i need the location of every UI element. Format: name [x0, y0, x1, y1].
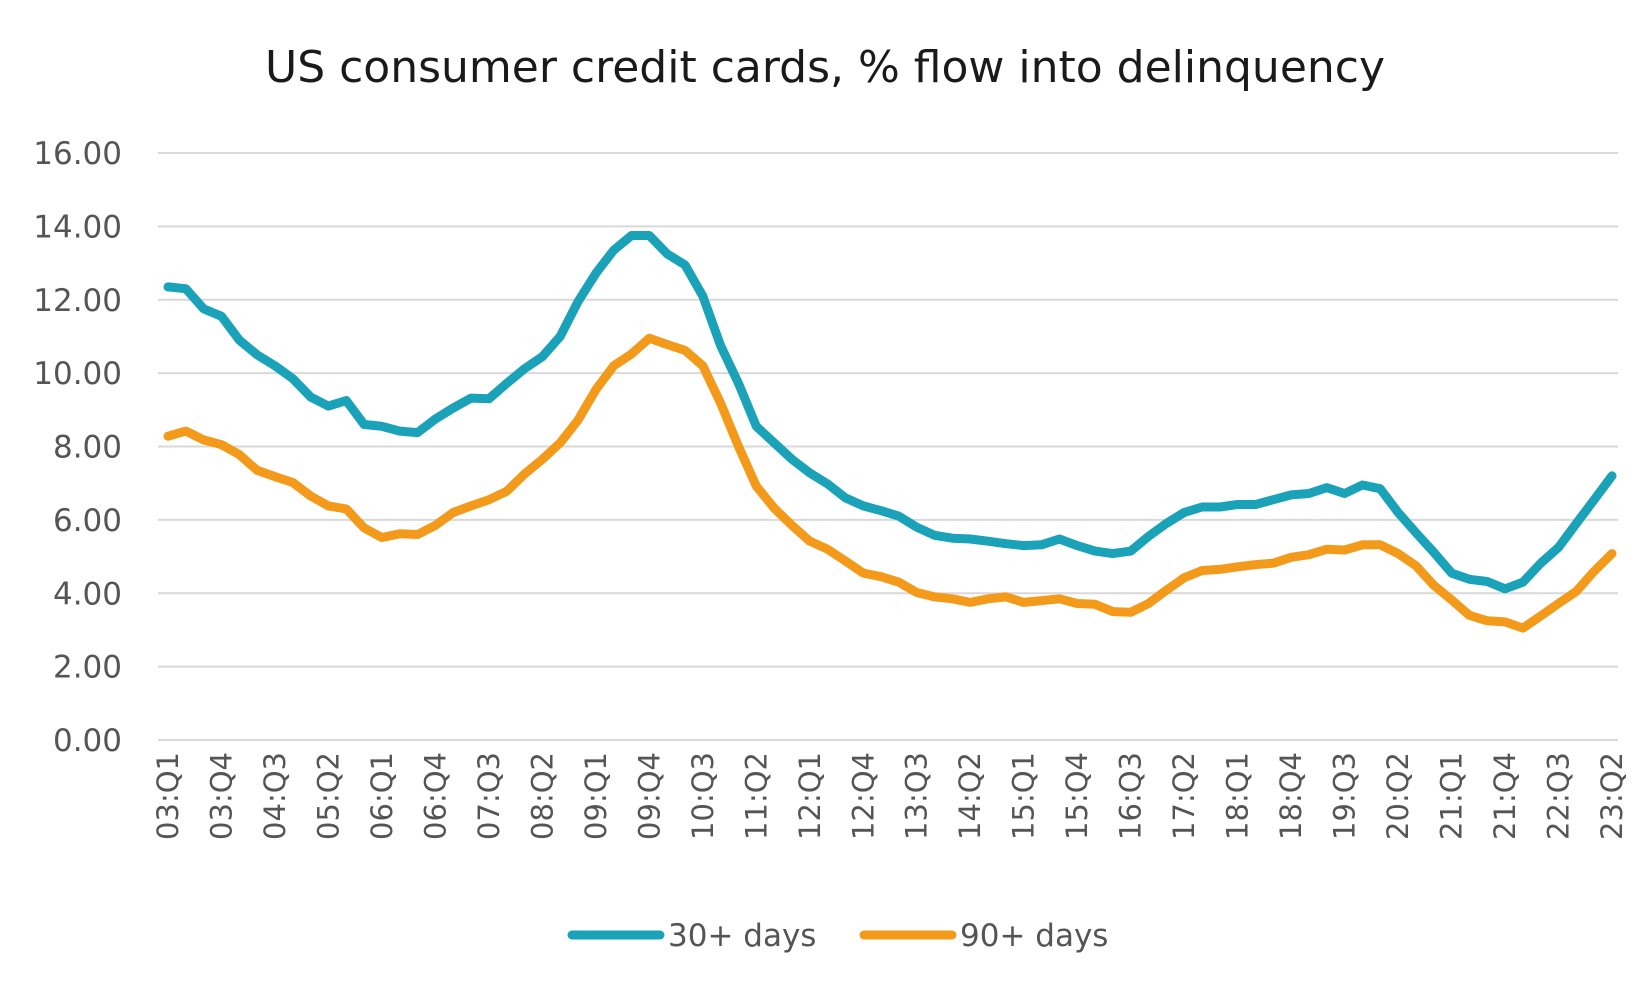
x-tick-label: 07:Q3 — [472, 752, 506, 840]
series-line-90-days — [163, 333, 1617, 633]
x-tick-label: 23:Q2 — [1595, 752, 1629, 840]
y-axis-tick-labels: 0.00 2.00 4.00 6.00 8.00 10.00 12.00 14.00 16.00 — [33, 136, 122, 759]
y-tick-label: 14.00 — [33, 209, 122, 245]
y-tick-label: 10.00 — [33, 356, 122, 392]
series-lines — [163, 231, 1617, 633]
x-tick-label: 08:Q2 — [525, 752, 559, 840]
legend-label-30-days: 30+ days — [668, 918, 816, 954]
y-tick-label: 6.00 — [53, 503, 122, 539]
y-tick-label: 0.00 — [53, 723, 122, 759]
x-tick-label: 18:Q4 — [1274, 752, 1308, 840]
gridlines — [158, 152, 1618, 741]
x-tick-label: 10:Q3 — [686, 752, 720, 840]
x-tick-label: 21:Q1 — [1435, 752, 1469, 840]
x-tick-label: 06:Q4 — [418, 752, 452, 840]
y-tick-label: 16.00 — [33, 136, 122, 172]
x-tick-label: 12:Q4 — [846, 752, 880, 840]
legend-label-90-days: 90+ days — [960, 918, 1108, 954]
x-tick-label: 22:Q3 — [1542, 752, 1576, 840]
x-tick-label: 04:Q3 — [258, 752, 292, 840]
x-tick-label: 18:Q1 — [1221, 752, 1255, 840]
y-tick-label: 8.00 — [53, 430, 122, 466]
x-tick-label: 17:Q2 — [1167, 752, 1201, 840]
x-tick-label: 16:Q3 — [1114, 752, 1148, 840]
x-tick-label: 13:Q3 — [900, 752, 934, 840]
x-tick-label: 05:Q2 — [311, 752, 345, 840]
series-line-30-days — [163, 231, 1617, 594]
x-tick-label: 21:Q4 — [1488, 752, 1522, 840]
y-tick-label: 4.00 — [53, 576, 122, 612]
x-tick-label: 19:Q3 — [1328, 752, 1362, 840]
x-tick-label: 11:Q2 — [739, 752, 773, 840]
x-tick-label: 14:Q2 — [953, 752, 987, 840]
x-tick-label: 09:Q1 — [579, 752, 613, 840]
x-tick-label: 09:Q4 — [632, 752, 666, 840]
y-tick-label: 12.00 — [33, 283, 122, 319]
x-tick-label: 03:Q1 — [151, 752, 185, 840]
x-tick-label: 03:Q4 — [204, 752, 238, 840]
x-tick-label: 15:Q4 — [1060, 752, 1094, 840]
chart-title: US consumer credit cards, % flow into de… — [265, 42, 1385, 93]
y-tick-label: 2.00 — [53, 650, 122, 686]
x-axis-tick-labels: 03:Q1 03:Q4 04:Q3 05:Q2 06:Q1 06:Q4 07:Q3 08:Q2… — [151, 752, 1629, 840]
x-tick-label: 20:Q2 — [1381, 752, 1415, 840]
x-tick-label: 12:Q1 — [793, 752, 827, 840]
x-tick-label: 15:Q1 — [1007, 752, 1041, 840]
legend: 30+ days 90+ days — [567, 918, 1108, 954]
x-tick-label: 06:Q1 — [365, 752, 399, 840]
